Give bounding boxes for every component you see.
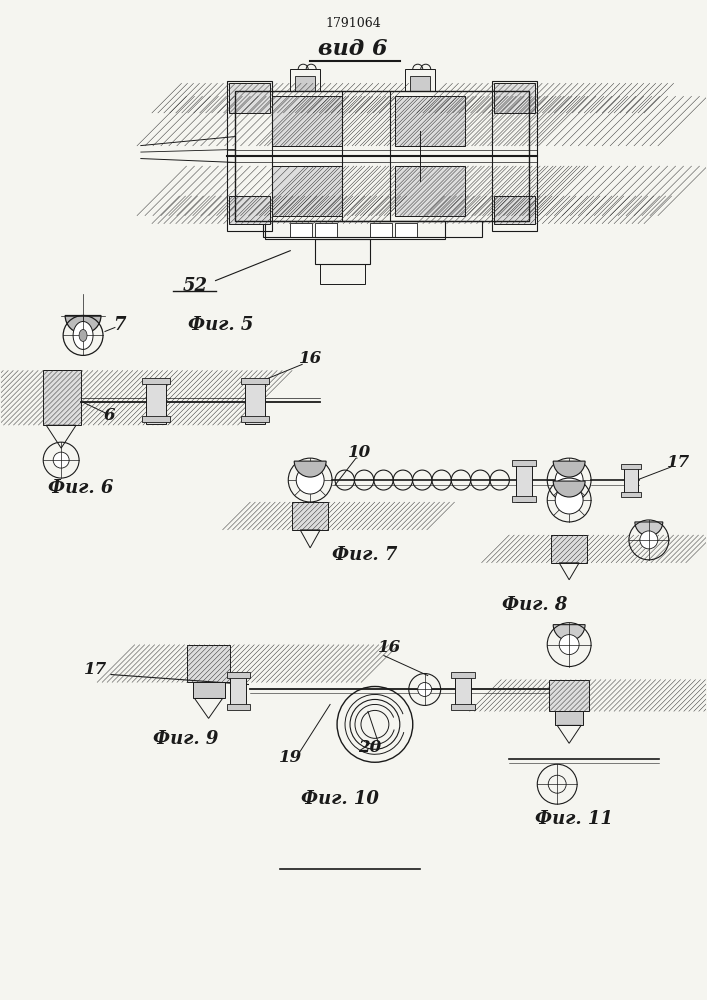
Bar [226, 672, 250, 678]
Bar [296, 76, 315, 91]
Text: Фиг. 8: Фиг. 8 [501, 596, 567, 614]
Ellipse shape [73, 321, 93, 349]
Bar [146, 380, 165, 424]
Text: 6: 6 [103, 407, 115, 424]
Text: 7: 7 [112, 316, 125, 334]
Bar [272, 96, 342, 146]
Text: 1791064: 1791064 [325, 17, 381, 30]
Text: Фиг. 5: Фиг. 5 [188, 316, 253, 334]
Bar [187, 645, 230, 682]
Circle shape [559, 635, 579, 655]
Wedge shape [553, 625, 585, 641]
Bar [320, 264, 365, 284]
Bar [315, 239, 370, 264]
Bar [242, 416, 269, 422]
Circle shape [640, 531, 658, 549]
Text: Фиг. 11: Фиг. 11 [535, 810, 613, 828]
Text: 20: 20 [358, 739, 382, 756]
Bar [395, 96, 464, 146]
Bar [494, 196, 535, 224]
Bar [624, 466, 638, 496]
Bar [493, 81, 537, 231]
Circle shape [555, 466, 583, 494]
Bar [291, 223, 312, 237]
Ellipse shape [79, 329, 87, 341]
Bar [395, 223, 416, 237]
Wedge shape [294, 461, 326, 477]
Bar [405, 69, 435, 91]
Bar [265, 221, 445, 239]
Text: Фиг. 9: Фиг. 9 [153, 730, 218, 748]
Bar [315, 223, 337, 237]
Text: вид 6: вид 6 [318, 38, 387, 60]
Bar [450, 672, 474, 678]
Bar [142, 378, 170, 384]
Text: 17: 17 [667, 454, 690, 471]
Wedge shape [553, 481, 585, 497]
Circle shape [296, 466, 324, 494]
Bar [226, 704, 250, 710]
Bar [513, 460, 537, 466]
Bar [43, 370, 81, 425]
Text: Фиг. 10: Фиг. 10 [301, 790, 379, 808]
Text: 19: 19 [279, 749, 302, 766]
Wedge shape [553, 461, 585, 477]
Bar [242, 378, 269, 384]
Bar [494, 83, 535, 113]
Bar [621, 464, 641, 469]
Bar [450, 704, 474, 710]
Circle shape [53, 452, 69, 468]
Bar [272, 166, 342, 216]
Bar [235, 91, 530, 221]
Text: 16: 16 [378, 639, 402, 656]
Bar [230, 674, 247, 708]
Bar [370, 223, 392, 237]
Bar [292, 502, 328, 530]
Bar [621, 492, 641, 497]
Circle shape [418, 682, 432, 696]
Text: 10: 10 [349, 444, 372, 461]
Text: Фиг. 7: Фиг. 7 [332, 546, 397, 564]
Bar [228, 81, 272, 231]
Text: 17: 17 [84, 661, 107, 678]
Bar [455, 674, 471, 708]
Bar [245, 380, 265, 424]
Bar [230, 196, 270, 224]
Bar [551, 535, 587, 563]
Bar [395, 166, 464, 216]
Text: Фиг. 6: Фиг. 6 [48, 479, 114, 497]
Bar [263, 221, 482, 237]
Bar [513, 496, 537, 502]
Bar [291, 69, 320, 91]
Bar [516, 462, 532, 502]
Bar [142, 416, 170, 422]
Bar [410, 76, 430, 91]
Text: 52: 52 [183, 277, 208, 295]
Bar [230, 83, 270, 113]
Wedge shape [65, 316, 101, 333]
Bar [549, 680, 589, 711]
Circle shape [555, 486, 583, 514]
Wedge shape [635, 522, 662, 536]
Text: 16: 16 [298, 350, 322, 367]
Bar [555, 711, 583, 725]
Bar [192, 682, 225, 698]
